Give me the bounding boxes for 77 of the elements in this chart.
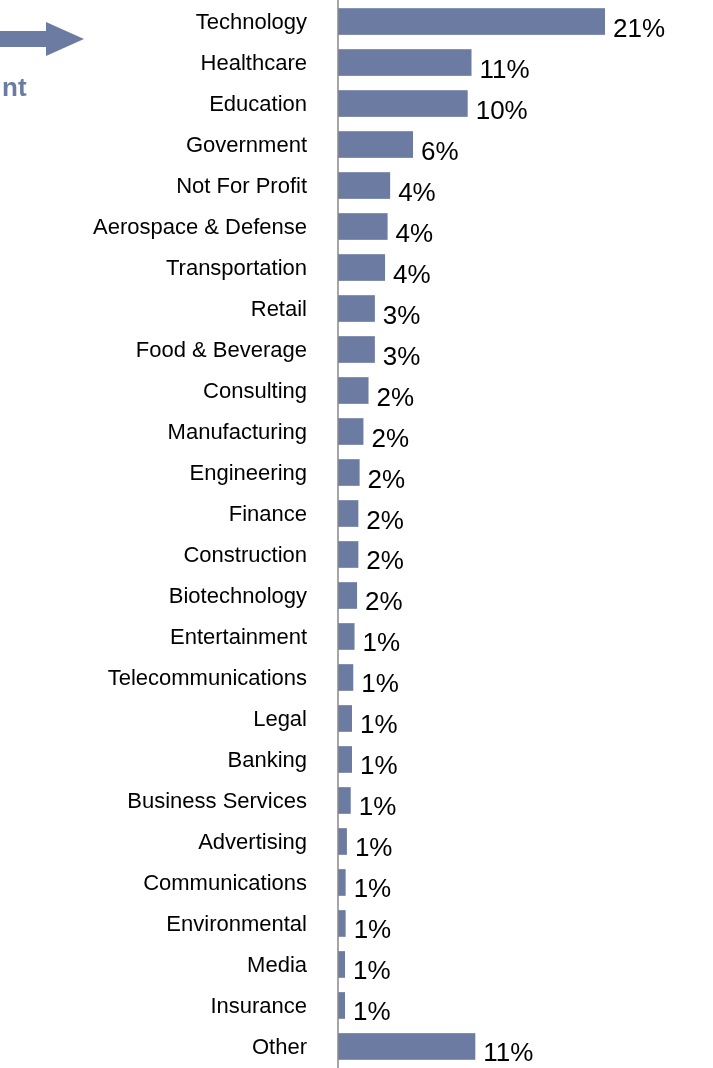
data-label: 2%: [371, 422, 410, 453]
bar: [338, 746, 352, 773]
bar: [338, 172, 391, 199]
bar: [338, 49, 472, 76]
y-tick-label: Food & Beverage: [135, 337, 307, 363]
y-tick-label: Entertainment: [170, 624, 307, 649]
data-label: 1%: [353, 914, 392, 945]
bar: [338, 1033, 476, 1060]
y-tick-label: Business Services: [127, 787, 307, 813]
y-tick-label: Manufacturing: [167, 419, 307, 444]
y-tick-label: Technology: [195, 9, 307, 35]
data-label: 3%: [382, 299, 421, 330]
bar: [338, 869, 346, 896]
data-label: 1%: [359, 709, 398, 740]
y-tick-label: Insurance: [210, 992, 307, 1018]
data-label: 2%: [365, 586, 403, 617]
bar: [338, 787, 351, 814]
y-tick-label: Other: [251, 1033, 307, 1059]
bar: [338, 623, 355, 650]
data-label: 10%: [475, 94, 528, 125]
y-tick-label: Healthcare: [200, 50, 307, 76]
data-label: 1%: [359, 750, 398, 781]
data-label: 4%: [398, 176, 436, 207]
y-tick-label: Engineering: [189, 460, 307, 485]
bar: [338, 582, 358, 609]
y-tick-label: Education: [209, 91, 307, 117]
y-tick-label: Banking: [227, 746, 307, 772]
bar: [338, 8, 605, 35]
y-tick-label: Advertising: [198, 828, 307, 854]
data-label: 1%: [354, 832, 393, 863]
data-label: 6%: [421, 135, 459, 166]
bar: [338, 500, 359, 527]
y-tick-label: Aerospace & Defense: [92, 214, 307, 240]
data-label: 11%: [479, 53, 530, 84]
data-label: 1%: [358, 791, 397, 822]
data-label: 4%: [395, 217, 434, 248]
data-label: 1%: [352, 955, 391, 986]
text: nt: [2, 72, 27, 102]
bar: [338, 828, 347, 855]
bar: [338, 213, 388, 240]
y-tick-label: Environmental: [166, 910, 307, 936]
y-tick-label: Media: [247, 951, 308, 977]
data-label: 1%: [353, 873, 392, 904]
bar: [338, 254, 386, 281]
data-label: 21%: [613, 12, 666, 43]
y-tick-label: Legal: [253, 705, 307, 731]
y-tick-label: Construction: [183, 542, 307, 567]
bar: [338, 295, 375, 322]
data-label: 1%: [362, 627, 401, 658]
data-label: 1%: [352, 996, 391, 1027]
bar: [338, 418, 364, 445]
bar: [338, 541, 359, 568]
y-tick-label: Finance: [228, 501, 307, 526]
y-tick-label: Consulting: [203, 378, 307, 404]
data-label: 11%: [483, 1037, 534, 1068]
bar: [338, 90, 468, 117]
data-label: 3%: [382, 340, 421, 371]
y-tick-label: Not For Profit: [176, 173, 307, 199]
bar: [338, 459, 360, 486]
bar: [338, 664, 354, 691]
bar: [338, 705, 352, 732]
data-label: 2%: [366, 504, 404, 535]
y-tick-label: Transportation: [165, 255, 307, 281]
bar: [338, 377, 369, 404]
bar: [338, 910, 346, 937]
data-label: 1%: [361, 668, 399, 699]
y-tick-label: Communications: [143, 869, 307, 895]
y-tick-label: Retail: [250, 296, 307, 322]
y-tick-label: Biotechnology: [168, 583, 307, 608]
bar: [338, 131, 414, 158]
data-label: 4%: [393, 258, 431, 289]
y-tick-label: Government: [185, 132, 307, 158]
bar: [338, 336, 375, 363]
data-label: 2%: [376, 381, 415, 412]
data-label: 2%: [366, 545, 404, 576]
y-tick-label: Telecommunications: [107, 664, 307, 690]
data-label: 2%: [367, 463, 406, 494]
